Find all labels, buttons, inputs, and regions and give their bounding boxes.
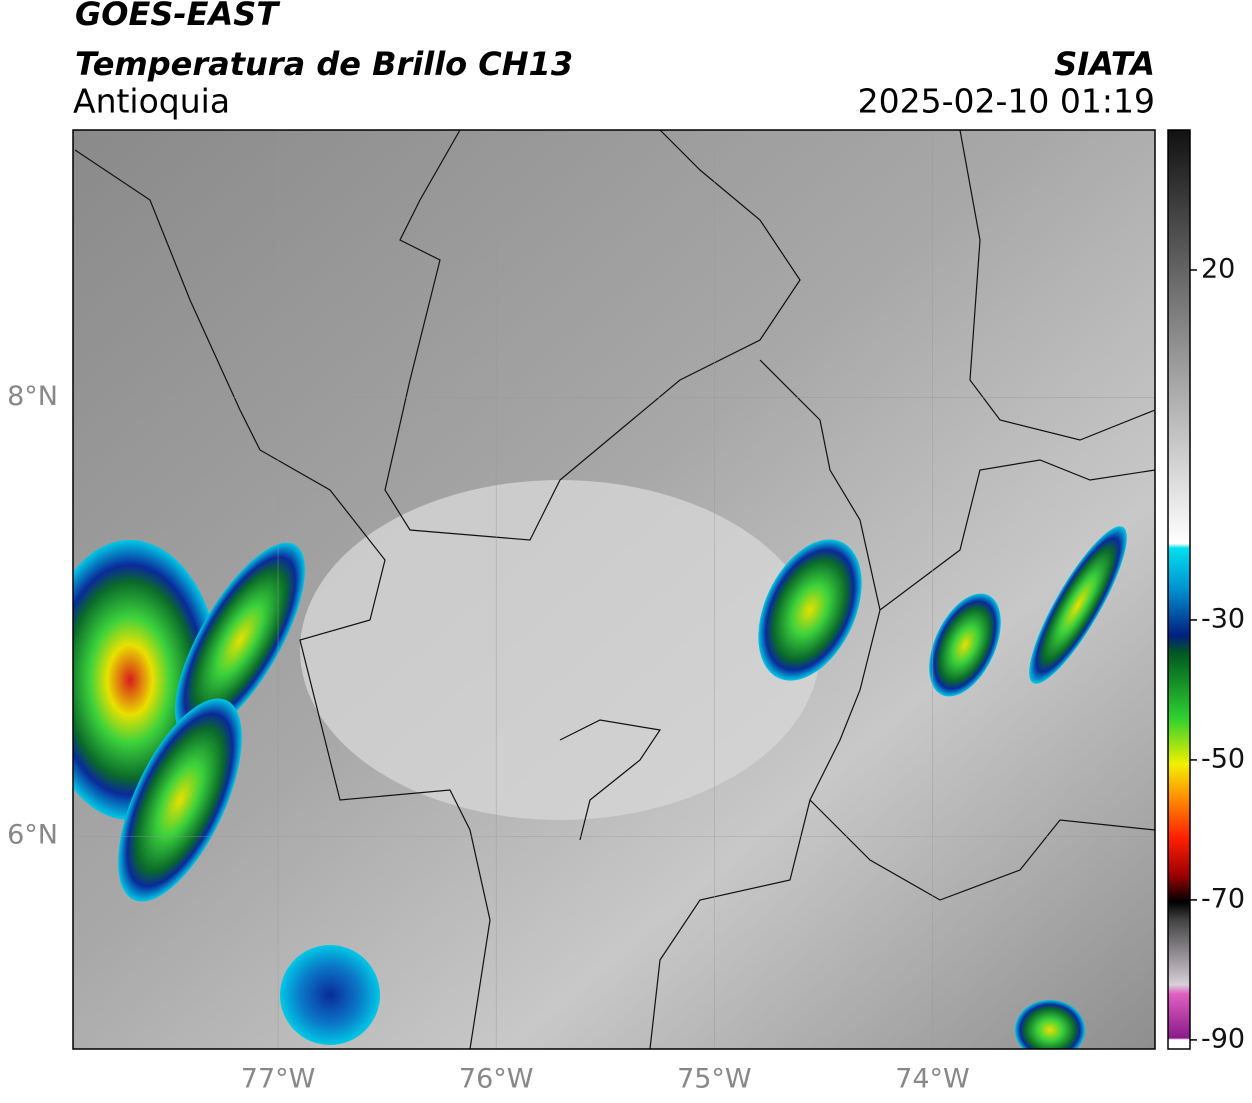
map-image: [73, 130, 1155, 1049]
storm: [175, 542, 305, 738]
storm: [118, 698, 242, 902]
lon-tick-label: 77°W: [241, 1064, 316, 1095]
colorbar-tick-label: -30: [1201, 603, 1245, 634]
source: SIATA: [1054, 45, 1155, 83]
cloud: [300, 480, 820, 820]
storm: [758, 539, 862, 681]
colorbar-tick-label: -70: [1201, 883, 1245, 914]
borders: [74, 130, 1155, 1049]
colorbar-tick-label: -90: [1201, 1023, 1245, 1054]
region: Antioquia: [73, 82, 230, 121]
colorbar-tick-label: 20: [1201, 253, 1235, 284]
storm: [929, 593, 1001, 697]
storm: [280, 945, 380, 1045]
datetime: 2025-02-10 01:19: [858, 82, 1155, 121]
storm: [1015, 1000, 1085, 1049]
title: GOES-EAST: [75, 0, 280, 33]
subtitle: Temperatura de Brillo CH13: [75, 45, 573, 83]
lat-tick-label: 8°N: [7, 381, 58, 412]
lon-tick-label: 74°W: [895, 1064, 970, 1095]
colorbar-tick-label: -50: [1201, 743, 1245, 774]
storm: [1029, 526, 1127, 684]
lat-tick-label: 6°N: [7, 820, 58, 851]
lon-tick-label: 75°W: [677, 1064, 752, 1095]
lon-tick-label: 76°W: [459, 1064, 534, 1095]
colorbar: [1167, 129, 1191, 1050]
map-frame: [72, 129, 1156, 1050]
